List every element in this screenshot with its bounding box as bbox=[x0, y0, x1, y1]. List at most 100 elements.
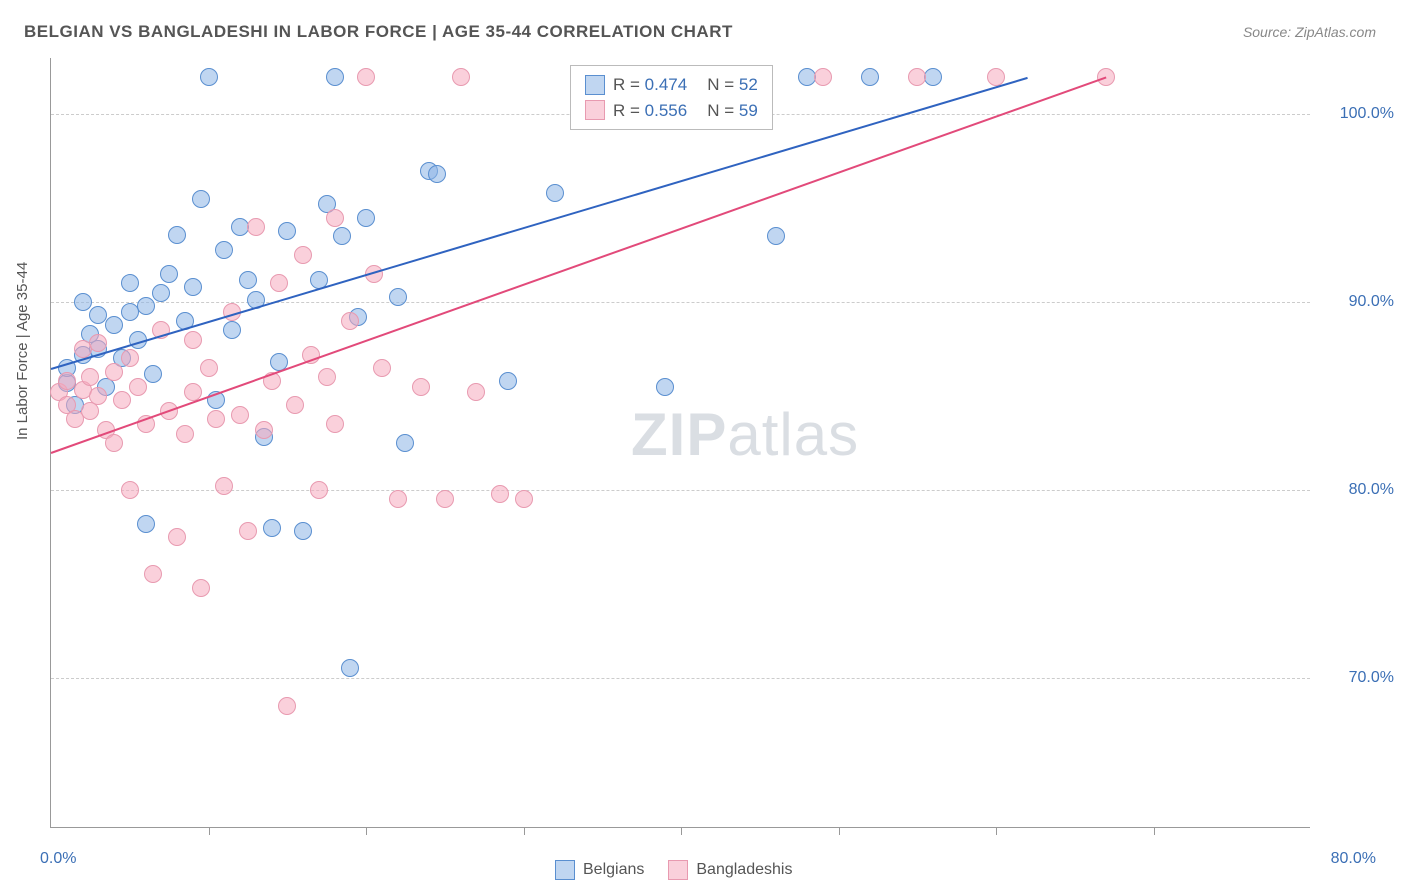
data-point bbox=[286, 396, 304, 414]
data-point bbox=[428, 165, 446, 183]
trendline bbox=[51, 77, 1028, 370]
data-point bbox=[861, 68, 879, 86]
data-point bbox=[215, 241, 233, 259]
legend-stat-row: R = 0.474 N = 52 bbox=[585, 72, 758, 98]
data-point bbox=[467, 383, 485, 401]
legend-swatch bbox=[668, 860, 688, 880]
data-point bbox=[987, 68, 1005, 86]
scatter-plot-area: ZIPatlas bbox=[50, 58, 1310, 828]
data-point bbox=[333, 227, 351, 245]
data-point bbox=[278, 697, 296, 715]
data-point bbox=[278, 222, 296, 240]
data-point bbox=[357, 209, 375, 227]
x-tick bbox=[366, 827, 367, 835]
x-tick bbox=[524, 827, 525, 835]
data-point bbox=[294, 522, 312, 540]
data-point bbox=[200, 359, 218, 377]
data-point bbox=[113, 391, 131, 409]
data-point bbox=[318, 368, 336, 386]
data-point bbox=[137, 515, 155, 533]
data-point bbox=[341, 312, 359, 330]
y-tick-label: 80.0% bbox=[1349, 481, 1394, 499]
data-point bbox=[215, 477, 233, 495]
legend-n-label: N = 52 bbox=[707, 72, 758, 98]
data-point bbox=[452, 68, 470, 86]
data-point bbox=[546, 184, 564, 202]
data-point bbox=[499, 372, 517, 390]
data-point bbox=[144, 565, 162, 583]
data-point bbox=[121, 481, 139, 499]
data-point bbox=[247, 218, 265, 236]
data-point bbox=[152, 284, 170, 302]
legend-n-label: N = 59 bbox=[707, 98, 758, 124]
data-point bbox=[310, 481, 328, 499]
data-point bbox=[81, 368, 99, 386]
legend-series-item: Bangladeshis bbox=[668, 860, 792, 880]
data-point bbox=[239, 271, 257, 289]
legend-swatch bbox=[585, 100, 605, 120]
data-point bbox=[144, 365, 162, 383]
data-point bbox=[192, 190, 210, 208]
data-point bbox=[908, 68, 926, 86]
trendline bbox=[51, 77, 1107, 454]
data-point bbox=[160, 265, 178, 283]
chart-title: BELGIAN VS BANGLADESHI IN LABOR FORCE | … bbox=[24, 22, 733, 42]
data-point bbox=[137, 297, 155, 315]
legend-series-label: Bangladeshis bbox=[696, 861, 792, 879]
gridline bbox=[51, 678, 1310, 679]
data-point bbox=[515, 490, 533, 508]
source-attribution: Source: ZipAtlas.com bbox=[1243, 24, 1376, 40]
data-point bbox=[326, 68, 344, 86]
data-point bbox=[239, 522, 257, 540]
data-point bbox=[89, 334, 107, 352]
legend-series-label: Belgians bbox=[583, 861, 644, 879]
data-point bbox=[436, 490, 454, 508]
data-point bbox=[341, 659, 359, 677]
gridline bbox=[51, 490, 1310, 491]
data-point bbox=[373, 359, 391, 377]
legend-r-label: R = 0.474 bbox=[613, 72, 687, 98]
data-point bbox=[121, 274, 139, 292]
legend-stat-row: R = 0.556 N = 59 bbox=[585, 98, 758, 124]
data-point bbox=[357, 68, 375, 86]
watermark-light: atlas bbox=[727, 401, 859, 468]
data-point bbox=[814, 68, 832, 86]
y-tick-label: 100.0% bbox=[1340, 105, 1394, 123]
data-point bbox=[105, 363, 123, 381]
watermark: ZIPatlas bbox=[631, 400, 859, 469]
x-axis-min-label: 0.0% bbox=[40, 850, 76, 868]
legend-swatch bbox=[555, 860, 575, 880]
data-point bbox=[656, 378, 674, 396]
data-point bbox=[924, 68, 942, 86]
x-tick bbox=[209, 827, 210, 835]
legend-swatch bbox=[585, 75, 605, 95]
data-point bbox=[168, 226, 186, 244]
legend-r-label: R = 0.556 bbox=[613, 98, 687, 124]
x-tick bbox=[681, 827, 682, 835]
data-point bbox=[767, 227, 785, 245]
data-point bbox=[231, 406, 249, 424]
data-point bbox=[184, 278, 202, 296]
data-point bbox=[105, 316, 123, 334]
legend-stats-box: R = 0.474 N = 52 R = 0.556 N = 59 bbox=[570, 65, 773, 130]
data-point bbox=[207, 410, 225, 428]
data-point bbox=[396, 434, 414, 452]
data-point bbox=[74, 293, 92, 311]
data-point bbox=[326, 209, 344, 227]
data-point bbox=[389, 288, 407, 306]
data-point bbox=[129, 378, 147, 396]
y-axis-title: In Labor Force | Age 35-44 bbox=[14, 262, 31, 440]
data-point bbox=[412, 378, 430, 396]
data-point bbox=[263, 519, 281, 537]
x-axis-max-label: 80.0% bbox=[1331, 850, 1376, 868]
x-tick bbox=[839, 827, 840, 835]
gridline bbox=[51, 302, 1310, 303]
watermark-bold: ZIP bbox=[631, 401, 727, 468]
data-point bbox=[168, 528, 186, 546]
y-tick-label: 90.0% bbox=[1349, 293, 1394, 311]
x-tick bbox=[1154, 827, 1155, 835]
legend-series-item: Belgians bbox=[555, 860, 644, 880]
data-point bbox=[176, 425, 194, 443]
data-point bbox=[105, 434, 123, 452]
x-tick bbox=[996, 827, 997, 835]
